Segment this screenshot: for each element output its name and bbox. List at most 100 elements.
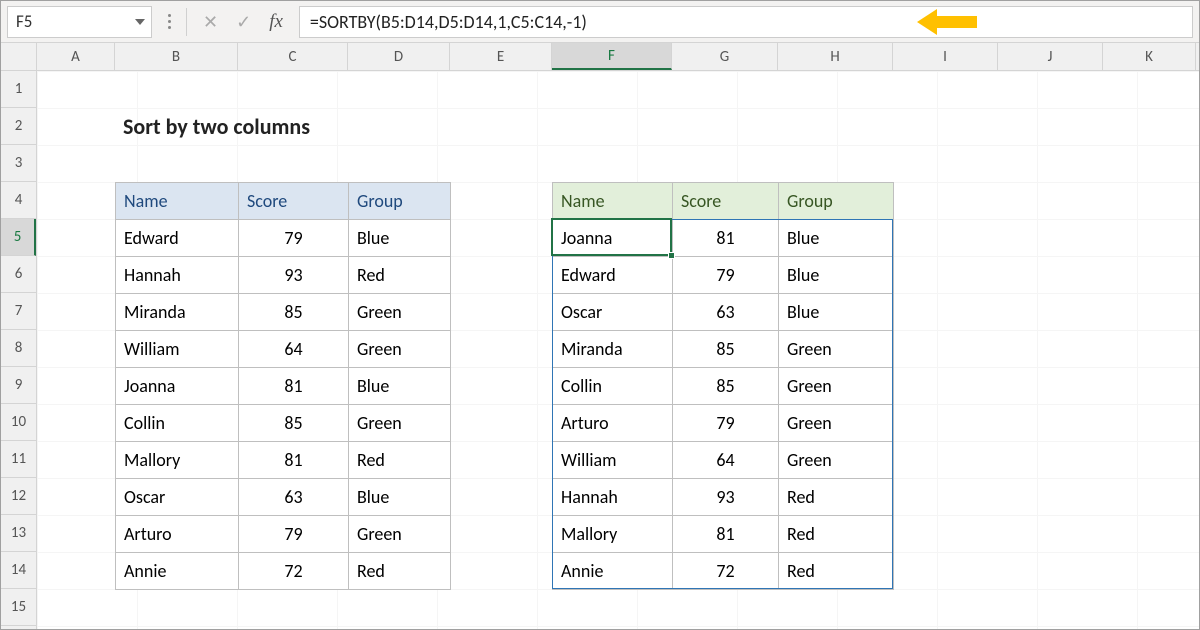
row-header-1[interactable]: 1 <box>1 71 36 108</box>
table-cell[interactable]: Collin <box>553 368 673 405</box>
table-cell[interactable]: Edward <box>553 257 673 294</box>
table-cell[interactable]: Miranda <box>553 331 673 368</box>
table-cell[interactable]: Green <box>779 368 894 405</box>
formula-input[interactable]: =SORTBY(B5:D14,D5:D14,1,C5:C14,-1) <box>299 6 1193 38</box>
table-cell[interactable]: 93 <box>239 257 349 294</box>
col-header-E[interactable]: E <box>450 43 552 70</box>
chevron-down-icon[interactable] <box>135 19 145 25</box>
row-header-7[interactable]: 7 <box>1 293 36 330</box>
table-cell[interactable]: William <box>116 331 239 368</box>
name-box[interactable]: F5 <box>7 6 152 38</box>
table-cell[interactable]: 79 <box>673 405 779 442</box>
grip-icon <box>162 14 176 29</box>
table-cell[interactable]: Edward <box>116 220 239 257</box>
table-cell[interactable]: Joanna <box>553 220 673 257</box>
table-cell[interactable]: Annie <box>553 553 673 590</box>
table-cell[interactable]: 79 <box>239 516 349 553</box>
table-cell[interactable]: Arturo <box>553 405 673 442</box>
table-cell[interactable]: Red <box>779 516 894 553</box>
cancel-icon[interactable]: ✕ <box>203 11 218 33</box>
table-cell[interactable]: Red <box>779 553 894 590</box>
row-header-9[interactable]: 9 <box>1 367 36 404</box>
row-header-3[interactable]: 3 <box>1 145 36 182</box>
grid[interactable]: ABCDEFGHIJK Sort by two columns NameScor… <box>37 43 1199 629</box>
table-cell[interactable]: 63 <box>239 479 349 516</box>
fx-icon[interactable]: fx <box>269 11 283 33</box>
row-header-14[interactable]: 14 <box>1 552 36 589</box>
table-cell[interactable]: Annie <box>116 553 239 590</box>
table-cell[interactable]: Green <box>349 516 451 553</box>
table-cell[interactable]: Arturo <box>116 516 239 553</box>
formula-bar: F5 ✕ ✓ fx =SORTBY(B5:D14,D5:D14,1,C5:C14… <box>1 1 1199 43</box>
row-header-5[interactable]: 5 <box>1 219 36 256</box>
table-cell[interactable]: Green <box>349 405 451 442</box>
table-cell[interactable]: Red <box>349 257 451 294</box>
table-cell[interactable]: 63 <box>673 294 779 331</box>
col-header-B[interactable]: B <box>115 43 238 70</box>
row-header-6[interactable]: 6 <box>1 256 36 293</box>
table-cell[interactable]: 81 <box>673 220 779 257</box>
table-cell[interactable]: 81 <box>239 368 349 405</box>
table-cell[interactable]: Oscar <box>553 294 673 331</box>
table-cell[interactable]: Green <box>779 405 894 442</box>
table-cell[interactable]: Blue <box>349 479 451 516</box>
table-cell[interactable]: William <box>553 442 673 479</box>
table-cell[interactable]: Miranda <box>116 294 239 331</box>
table-cell[interactable]: 85 <box>673 368 779 405</box>
row-header-12[interactable]: 12 <box>1 478 36 515</box>
page-title: Sort by two columns <box>115 108 515 145</box>
col-header-G[interactable]: G <box>672 43 778 70</box>
col-header-A[interactable]: A <box>37 43 115 70</box>
table-cell[interactable]: Red <box>779 479 894 516</box>
select-all-corner[interactable] <box>1 43 36 71</box>
table-cell[interactable]: 79 <box>239 220 349 257</box>
table-cell[interactable]: Red <box>349 442 451 479</box>
table-cell[interactable]: Oscar <box>116 479 239 516</box>
table-cell[interactable]: Mallory <box>116 442 239 479</box>
table-cell[interactable]: 85 <box>239 405 349 442</box>
table-cell[interactable]: Mallory <box>553 516 673 553</box>
check-icon[interactable]: ✓ <box>236 11 251 33</box>
col-header-F[interactable]: F <box>552 43 672 70</box>
col-header-J[interactable]: J <box>998 43 1103 70</box>
table-cell[interactable]: 72 <box>673 553 779 590</box>
row-header-13[interactable]: 13 <box>1 515 36 552</box>
col-header-H[interactable]: H <box>778 43 893 70</box>
table-cell[interactable]: 85 <box>673 331 779 368</box>
table-cell[interactable]: Hannah <box>116 257 239 294</box>
table-cell[interactable]: Blue <box>779 294 894 331</box>
table-cell[interactable]: Green <box>349 294 451 331</box>
table-cell[interactable]: 93 <box>673 479 779 516</box>
table-cell[interactable]: Collin <box>116 405 239 442</box>
table-cell[interactable]: 64 <box>239 331 349 368</box>
table-row: Hannah93Red <box>553 479 894 516</box>
col-header-C[interactable]: C <box>238 43 348 70</box>
row-header-11[interactable]: 11 <box>1 441 36 478</box>
table-cell[interactable]: Hannah <box>553 479 673 516</box>
table-cell[interactable]: 72 <box>239 553 349 590</box>
table-cell[interactable]: 81 <box>239 442 349 479</box>
row-header-15[interactable]: 15 <box>1 589 36 626</box>
row-header-8[interactable]: 8 <box>1 330 36 367</box>
row-header-4[interactable]: 4 <box>1 182 36 219</box>
table-row: Collin85Green <box>116 405 451 442</box>
table-cell[interactable]: 64 <box>673 442 779 479</box>
row-header-2[interactable]: 2 <box>1 108 36 145</box>
table-cell[interactable]: Green <box>349 331 451 368</box>
table-cell[interactable]: 79 <box>673 257 779 294</box>
table-cell[interactable]: 85 <box>239 294 349 331</box>
table-cell[interactable]: Blue <box>349 368 451 405</box>
table-cell[interactable]: Green <box>779 442 894 479</box>
table-cell[interactable]: Green <box>779 331 894 368</box>
result-table: NameScoreGroupJoanna81BlueEdward79BlueOs… <box>552 182 894 590</box>
table-cell[interactable]: 81 <box>673 516 779 553</box>
table-cell[interactable]: Joanna <box>116 368 239 405</box>
row-header-10[interactable]: 10 <box>1 404 36 441</box>
col-header-I[interactable]: I <box>893 43 998 70</box>
table-cell[interactable]: Red <box>349 553 451 590</box>
table-cell[interactable]: Blue <box>349 220 451 257</box>
table-cell[interactable]: Blue <box>779 220 894 257</box>
table-cell[interactable]: Blue <box>779 257 894 294</box>
col-header-K[interactable]: K <box>1103 43 1196 70</box>
col-header-D[interactable]: D <box>348 43 450 70</box>
